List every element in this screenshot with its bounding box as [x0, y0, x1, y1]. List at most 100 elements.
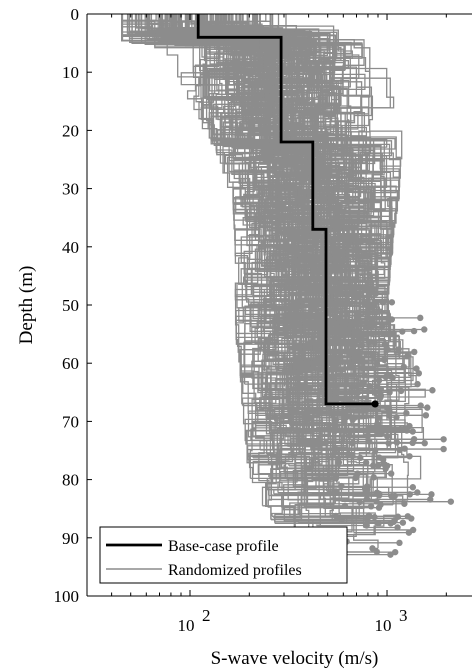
randomized-halfspace-marker: [447, 498, 455, 505]
legend-label-base-case: Base-case profile: [168, 538, 279, 555]
randomized-halfspace-marker: [421, 439, 428, 447]
top-mask: [0, 0, 473, 14]
randomized-profile-line: [138, 14, 321, 520]
randomized-halfspace-marker: [388, 299, 396, 306]
legend: Base-case profile Randomized profiles: [99, 526, 348, 584]
randomized-halfspace-marker: [401, 500, 408, 507]
y-tick-label: 100: [54, 587, 80, 606]
randomized-halfspace-marker: [358, 342, 366, 349]
randomized-halfspace-marker: [409, 526, 417, 534]
randomized-halfspace-marker: [409, 484, 417, 491]
randomized-halfspace-marker: [391, 548, 399, 556]
randomized-profile-line: [194, 14, 390, 444]
randomized-profile-line: [160, 14, 314, 450]
randomized-halfspace-marker: [385, 440, 392, 447]
randomized-halfspace-marker: [394, 524, 401, 531]
randomized-profile-line: [184, 14, 360, 421]
bottom-mask: [0, 596, 473, 670]
randomized-halfspace-marker: [414, 380, 421, 388]
randomized-profile-line: [121, 14, 289, 416]
randomized-profile-line: [216, 14, 355, 487]
randomized-halfspace-marker: [409, 428, 416, 435]
randomized-halfspace-marker: [373, 548, 381, 556]
randomized-halfspace-marker: [429, 387, 436, 394]
base-case-profile-line: [196, 14, 376, 406]
randomized-halfspace-marker: [361, 485, 369, 493]
randomized-halfspace-marker: [368, 318, 376, 326]
randomized-halfspace-marker: [404, 352, 411, 360]
randomized-halfspace-marker: [421, 326, 428, 333]
y-tick-label: 40: [62, 238, 79, 257]
randomized-halfspace-marker: [387, 470, 395, 477]
randomized-halfspace-marker: [370, 474, 377, 481]
randomized-profile-line: [209, 14, 387, 528]
x-tick-exponent: 3: [399, 606, 408, 625]
randomized-profile-line: [259, 14, 426, 496]
randomized-halfspace-marker: [375, 377, 383, 384]
y-tick-label: 0: [71, 5, 80, 24]
randomized-halfspace-marker: [396, 446, 404, 454]
randomized-halfspace-marker: [360, 299, 368, 307]
randomized-halfspace-marker: [410, 327, 418, 335]
randomized-halfspace-marker: [369, 545, 376, 552]
y-axis-title: Depth (m): [16, 266, 37, 345]
randomized-halfspace-marker: [410, 435, 418, 443]
randomized-halfspace-marker: [414, 489, 421, 496]
randomized-halfspace-marker: [349, 440, 356, 447]
randomized-halfspace-marker: [381, 356, 388, 364]
y-tick-label: 70: [62, 412, 79, 431]
randomized-profiles-layer: [121, 14, 455, 558]
legend-label-randomized: Randomized profiles: [168, 562, 302, 579]
randomized-halfspace-marker: [396, 539, 403, 547]
randomized-halfspace-marker: [373, 383, 381, 390]
randomized-halfspace-marker: [391, 517, 398, 524]
randomized-halfspace-marker: [399, 519, 407, 526]
x-tick-exponent: 2: [202, 606, 211, 625]
x-axis-title: S-wave velocity (m/s): [211, 648, 379, 669]
randomized-halfspace-marker: [413, 365, 420, 372]
randomized-halfspace-marker: [370, 302, 377, 310]
randomized-halfspace-marker: [373, 360, 381, 368]
randomized-halfspace-marker: [386, 412, 393, 419]
randomized-halfspace-marker: [424, 404, 431, 411]
randomized-profile-line: [255, 14, 408, 458]
randomized-halfspace-marker: [391, 492, 398, 500]
y-tick-label: 30: [62, 180, 79, 199]
randomized-profile-line: [220, 14, 368, 364]
randomized-halfspace-marker: [408, 515, 415, 522]
y-tick-label: 80: [62, 471, 79, 490]
randomized-halfspace-marker: [364, 516, 371, 523]
randomized-profile-line: [252, 14, 392, 418]
randomized-halfspace-marker: [415, 370, 423, 377]
randomized-profile-line: [271, 14, 425, 443]
randomized-profile-line: [146, 14, 350, 429]
base-case-halfspace-marker: [371, 400, 379, 408]
y-tick-label: 60: [62, 354, 79, 373]
randomized-halfspace-marker: [401, 425, 409, 432]
randomized-halfspace-marker: [387, 551, 394, 558]
randomized-profile-line: [163, 14, 310, 504]
randomized-halfspace-marker: [417, 314, 424, 322]
y-tick-label: 20: [62, 121, 79, 140]
y-tick-label: 90: [62, 529, 79, 548]
randomized-profile-line: [129, 14, 330, 377]
randomized-profile-line: [165, 14, 369, 374]
randomized-halfspace-marker: [387, 373, 394, 380]
randomized-halfspace-marker: [376, 454, 383, 461]
randomized-halfspace-marker: [349, 416, 356, 423]
randomized-halfspace-marker: [440, 436, 447, 443]
randomized-profile-line: [187, 14, 353, 521]
base-case-profile-layer: [196, 14, 379, 408]
randomized-halfspace-marker: [428, 491, 435, 498]
y-tick-label: 10: [62, 63, 79, 82]
randomized-halfspace-marker: [440, 445, 447, 453]
randomized-halfspace-marker: [332, 416, 340, 424]
randomized-halfspace-marker: [411, 348, 418, 356]
x-tick-label: 10: [178, 616, 195, 635]
randomized-halfspace-marker: [373, 498, 380, 505]
x-tick-label: 10: [375, 616, 392, 635]
legend-box: [99, 526, 348, 584]
